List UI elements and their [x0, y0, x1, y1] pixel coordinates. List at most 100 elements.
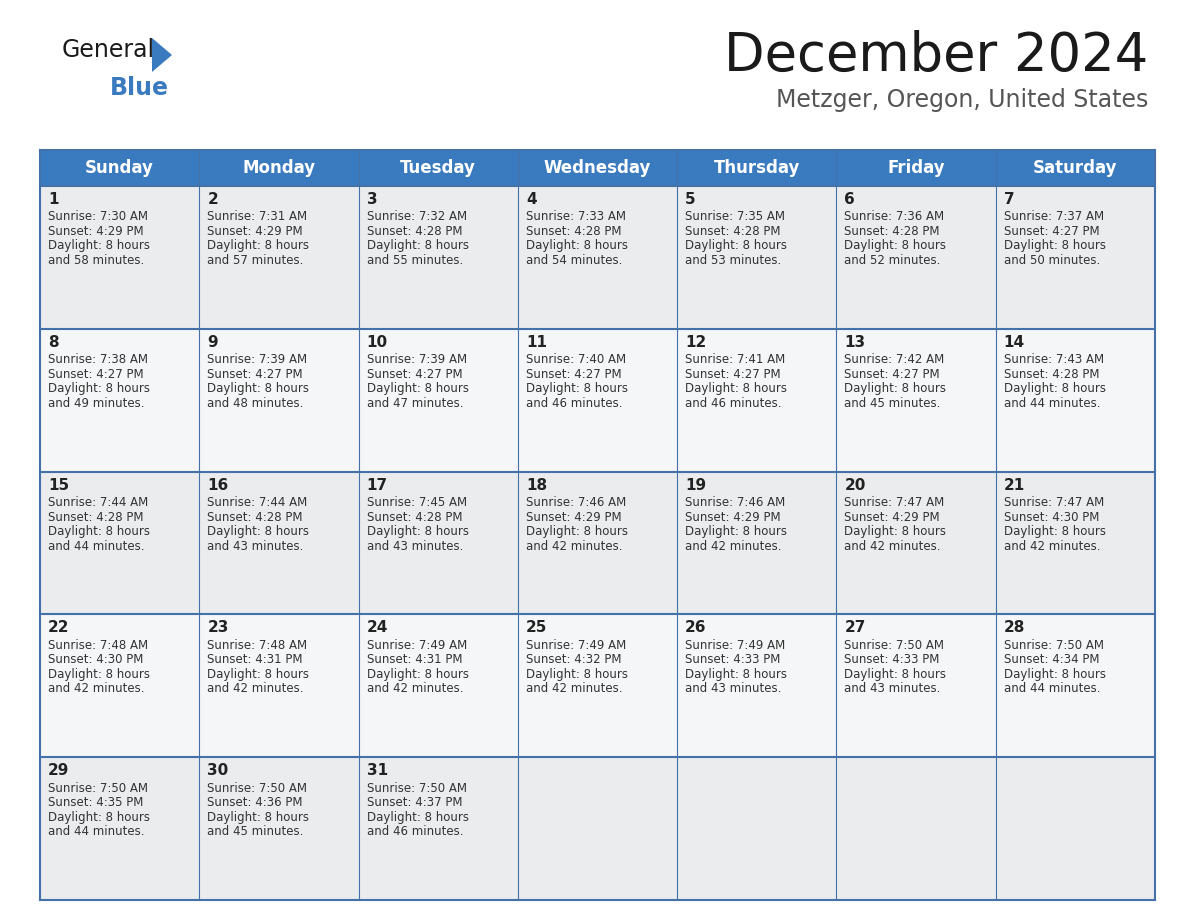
Text: Sunset: 4:28 PM: Sunset: 4:28 PM — [1004, 368, 1099, 381]
Text: Daylight: 8 hours: Daylight: 8 hours — [685, 525, 788, 538]
Text: Wednesday: Wednesday — [544, 159, 651, 177]
Text: Sunset: 4:33 PM: Sunset: 4:33 PM — [685, 654, 781, 666]
Text: 17: 17 — [367, 477, 387, 493]
Text: Daylight: 8 hours: Daylight: 8 hours — [48, 382, 150, 396]
Text: Sunset: 4:27 PM: Sunset: 4:27 PM — [48, 368, 144, 381]
Text: Friday: Friday — [887, 159, 944, 177]
Text: and 42 minutes.: and 42 minutes. — [48, 682, 145, 696]
Text: Sunrise: 7:50 AM: Sunrise: 7:50 AM — [1004, 639, 1104, 652]
Text: Daylight: 8 hours: Daylight: 8 hours — [1004, 525, 1106, 538]
Text: Sunrise: 7:31 AM: Sunrise: 7:31 AM — [207, 210, 308, 223]
Text: Sunrise: 7:35 AM: Sunrise: 7:35 AM — [685, 210, 785, 223]
Text: and 49 minutes.: and 49 minutes. — [48, 397, 145, 409]
Text: Sunset: 4:33 PM: Sunset: 4:33 PM — [845, 654, 940, 666]
Text: Sunrise: 7:49 AM: Sunrise: 7:49 AM — [367, 639, 467, 652]
Text: Sunrise: 7:36 AM: Sunrise: 7:36 AM — [845, 210, 944, 223]
Text: Blue: Blue — [110, 76, 169, 100]
Bar — [40, 472, 1155, 614]
Text: Sunset: 4:28 PM: Sunset: 4:28 PM — [367, 510, 462, 523]
Text: 24: 24 — [367, 621, 388, 635]
Text: Sunrise: 7:49 AM: Sunrise: 7:49 AM — [526, 639, 626, 652]
Text: Sunset: 4:27 PM: Sunset: 4:27 PM — [845, 368, 940, 381]
Text: 22: 22 — [48, 621, 70, 635]
Text: Sunrise: 7:49 AM: Sunrise: 7:49 AM — [685, 639, 785, 652]
Text: Tuesday: Tuesday — [400, 159, 476, 177]
Text: Daylight: 8 hours: Daylight: 8 hours — [367, 240, 468, 252]
Text: 15: 15 — [48, 477, 69, 493]
Text: Sunset: 4:27 PM: Sunset: 4:27 PM — [367, 368, 462, 381]
Text: 13: 13 — [845, 335, 866, 350]
Text: and 42 minutes.: and 42 minutes. — [207, 682, 304, 696]
Text: 11: 11 — [526, 335, 546, 350]
Text: and 53 minutes.: and 53 minutes. — [685, 254, 782, 267]
Text: and 46 minutes.: and 46 minutes. — [685, 397, 782, 409]
Bar — [40, 186, 1155, 329]
Text: Sunset: 4:31 PM: Sunset: 4:31 PM — [367, 654, 462, 666]
Text: 29: 29 — [48, 763, 69, 778]
Text: Sunset: 4:29 PM: Sunset: 4:29 PM — [845, 510, 940, 523]
Text: 7: 7 — [1004, 192, 1015, 207]
Text: 10: 10 — [367, 335, 387, 350]
Text: 23: 23 — [207, 621, 228, 635]
Text: Daylight: 8 hours: Daylight: 8 hours — [48, 668, 150, 681]
Text: Sunset: 4:29 PM: Sunset: 4:29 PM — [685, 510, 781, 523]
Text: Daylight: 8 hours: Daylight: 8 hours — [845, 240, 947, 252]
Text: Daylight: 8 hours: Daylight: 8 hours — [207, 525, 309, 538]
Text: 16: 16 — [207, 477, 228, 493]
Text: Metzger, Oregon, United States: Metzger, Oregon, United States — [776, 88, 1148, 112]
Text: Sunrise: 7:41 AM: Sunrise: 7:41 AM — [685, 353, 785, 366]
Text: Daylight: 8 hours: Daylight: 8 hours — [1004, 382, 1106, 396]
Text: Sunset: 4:28 PM: Sunset: 4:28 PM — [367, 225, 462, 238]
Text: Sunrise: 7:46 AM: Sunrise: 7:46 AM — [685, 496, 785, 509]
Text: Sunset: 4:27 PM: Sunset: 4:27 PM — [207, 368, 303, 381]
Text: Sunset: 4:28 PM: Sunset: 4:28 PM — [526, 225, 621, 238]
Text: and 57 minutes.: and 57 minutes. — [207, 254, 304, 267]
Bar — [40, 614, 1155, 757]
Text: Sunrise: 7:40 AM: Sunrise: 7:40 AM — [526, 353, 626, 366]
Text: and 46 minutes.: and 46 minutes. — [367, 825, 463, 838]
Text: 20: 20 — [845, 477, 866, 493]
Text: Sunrise: 7:39 AM: Sunrise: 7:39 AM — [207, 353, 308, 366]
Text: Daylight: 8 hours: Daylight: 8 hours — [207, 240, 309, 252]
Text: Sunrise: 7:45 AM: Sunrise: 7:45 AM — [367, 496, 467, 509]
Text: Sunset: 4:34 PM: Sunset: 4:34 PM — [1004, 654, 1099, 666]
Text: Sunset: 4:27 PM: Sunset: 4:27 PM — [1004, 225, 1099, 238]
Text: 14: 14 — [1004, 335, 1025, 350]
Text: Daylight: 8 hours: Daylight: 8 hours — [48, 240, 150, 252]
Text: Monday: Monday — [242, 159, 316, 177]
Text: Sunset: 4:28 PM: Sunset: 4:28 PM — [685, 225, 781, 238]
Text: Daylight: 8 hours: Daylight: 8 hours — [207, 811, 309, 823]
Text: Sunset: 4:29 PM: Sunset: 4:29 PM — [207, 225, 303, 238]
Text: Sunset: 4:29 PM: Sunset: 4:29 PM — [48, 225, 144, 238]
Text: Sunrise: 7:47 AM: Sunrise: 7:47 AM — [1004, 496, 1104, 509]
Text: and 46 minutes.: and 46 minutes. — [526, 397, 623, 409]
Text: Daylight: 8 hours: Daylight: 8 hours — [48, 811, 150, 823]
Text: 21: 21 — [1004, 477, 1025, 493]
Text: Sunset: 4:28 PM: Sunset: 4:28 PM — [48, 510, 144, 523]
Text: and 44 minutes.: and 44 minutes. — [1004, 682, 1100, 696]
Text: Daylight: 8 hours: Daylight: 8 hours — [1004, 240, 1106, 252]
Bar — [40, 329, 1155, 472]
Text: and 42 minutes.: and 42 minutes. — [526, 682, 623, 696]
Text: Sunrise: 7:50 AM: Sunrise: 7:50 AM — [845, 639, 944, 652]
Text: Sunset: 4:27 PM: Sunset: 4:27 PM — [526, 368, 621, 381]
Text: Daylight: 8 hours: Daylight: 8 hours — [845, 525, 947, 538]
Text: Daylight: 8 hours: Daylight: 8 hours — [526, 668, 627, 681]
Text: Sunset: 4:28 PM: Sunset: 4:28 PM — [207, 510, 303, 523]
Bar — [40, 757, 1155, 900]
Text: and 58 minutes.: and 58 minutes. — [48, 254, 144, 267]
Text: Sunrise: 7:42 AM: Sunrise: 7:42 AM — [845, 353, 944, 366]
Text: Thursday: Thursday — [714, 159, 800, 177]
Text: and 54 minutes.: and 54 minutes. — [526, 254, 623, 267]
Text: 30: 30 — [207, 763, 228, 778]
Text: Daylight: 8 hours: Daylight: 8 hours — [207, 668, 309, 681]
Text: Sunset: 4:31 PM: Sunset: 4:31 PM — [207, 654, 303, 666]
Text: and 48 minutes.: and 48 minutes. — [207, 397, 304, 409]
Text: and 43 minutes.: and 43 minutes. — [207, 540, 304, 553]
Text: and 52 minutes.: and 52 minutes. — [845, 254, 941, 267]
Text: Sunset: 4:32 PM: Sunset: 4:32 PM — [526, 654, 621, 666]
Text: Sunrise: 7:33 AM: Sunrise: 7:33 AM — [526, 210, 626, 223]
Text: Daylight: 8 hours: Daylight: 8 hours — [1004, 668, 1106, 681]
Text: Saturday: Saturday — [1034, 159, 1118, 177]
Text: Sunset: 4:30 PM: Sunset: 4:30 PM — [1004, 510, 1099, 523]
